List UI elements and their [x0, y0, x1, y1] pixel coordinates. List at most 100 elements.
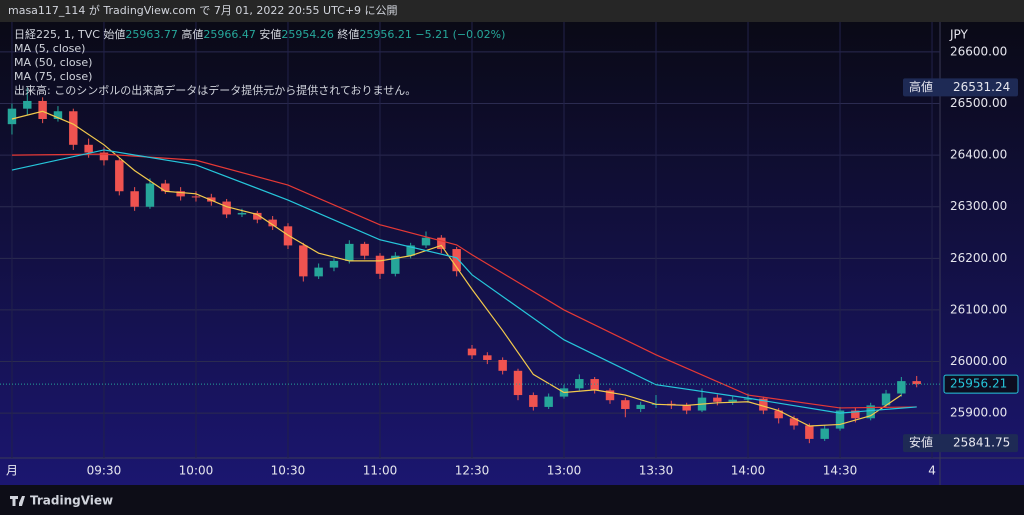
candle-body — [191, 196, 201, 198]
candle-body — [237, 212, 247, 215]
price-marker-label: 高値 — [909, 79, 933, 94]
x-tick-label: 10:00 — [179, 464, 214, 478]
candle-body — [529, 395, 538, 407]
candle-body — [360, 243, 369, 256]
candle-body — [820, 428, 829, 439]
candle-body — [483, 355, 492, 360]
candle-body — [99, 152, 109, 161]
price-marker-value: 26531.24 — [953, 80, 1010, 94]
candle-body — [299, 245, 308, 277]
candle-body — [897, 381, 906, 394]
ma-line — [11, 110, 902, 427]
candle-body — [866, 405, 875, 419]
candle-body — [759, 398, 768, 411]
ohlc-value: 25956.21 — [359, 28, 412, 41]
x-tick-label: 14:30 — [823, 464, 858, 478]
candle-body — [452, 249, 461, 272]
ohlc-label: 高値 — [181, 27, 203, 41]
candle-body — [268, 219, 277, 227]
last-price-badge — [943, 374, 1019, 394]
candle-body — [437, 237, 446, 250]
candle-body — [38, 100, 47, 120]
y-tick-label: 25900.00 — [950, 406, 1007, 420]
candle-body — [743, 398, 753, 400]
published-info: masa117_114 が TradingView.com で 7月 01, 2… — [8, 3, 398, 17]
x-tick-label: 12:30 — [455, 464, 490, 478]
y-tick-label: 26000.00 — [950, 354, 1007, 368]
volume-note: 出来高: このシンボルの出来高データはデータ提供元から提供されておりません。 — [14, 83, 416, 97]
candle-body — [590, 379, 599, 391]
brand: TradingView — [30, 494, 113, 508]
x-tick-label: 月 — [6, 464, 18, 478]
candle-body — [513, 370, 523, 396]
candle-body — [345, 243, 354, 261]
x-tick-label: 14:00 — [731, 464, 766, 478]
candle-body — [130, 191, 139, 207]
candle-body — [375, 255, 385, 274]
candle-body — [69, 111, 78, 145]
candle-body — [253, 212, 262, 220]
candle-body — [605, 390, 615, 401]
axes: 26600.00 26500.00 26400.00 26300.00 26200.00… — [6, 44, 1019, 478]
ohlc-label: 終値 — [337, 27, 359, 41]
last-price-label: 25956.21 — [950, 377, 1007, 391]
price-marker-badge — [903, 434, 1018, 453]
candle-body — [145, 183, 155, 207]
x-tick-label: 4 — [928, 464, 936, 478]
candle-body — [851, 410, 860, 419]
ohlc-value: 25963.77 — [125, 28, 178, 41]
candle-body — [23, 100, 32, 109]
candle-body — [621, 400, 630, 409]
candle-body — [682, 405, 691, 411]
symbol: 日経225, 1, TVC — [14, 28, 100, 41]
y-tick-label: 26100.00 — [950, 302, 1007, 316]
ohlc-value: 25954.26 — [281, 28, 334, 41]
candle-body — [161, 183, 170, 192]
currency: JPY — [949, 28, 969, 42]
plot — [0, 87, 940, 444]
legend-entry[interactable]: MA (50, close) — [14, 56, 92, 69]
candle-body — [207, 197, 216, 202]
candle-body — [636, 404, 645, 409]
ohlc-value: 25966.47 — [203, 28, 256, 41]
candle-body — [421, 237, 431, 246]
candle-body — [713, 397, 722, 402]
candle-body — [176, 191, 185, 197]
price-marker-badge — [903, 78, 1018, 97]
candle-body — [835, 410, 845, 429]
legend-header: 日経225, 1, TVC 始値25963.77 高値25966.47 安値25… — [14, 27, 505, 41]
candle-body — [329, 260, 339, 268]
candle-body — [391, 255, 400, 274]
price-marker-value: 25841.75 — [953, 436, 1010, 450]
candle-body — [881, 393, 891, 406]
candle-body — [406, 245, 415, 256]
candle-body — [222, 201, 231, 215]
candle-body — [467, 348, 477, 356]
candle-body — [774, 410, 783, 419]
candle-body — [84, 144, 93, 153]
y-tick-label: 26400.00 — [950, 148, 1007, 162]
price-marker-label: 安値 — [909, 435, 933, 450]
x-tick-label: 13:00 — [547, 464, 582, 478]
top-bar — [0, 0, 1024, 22]
x-tick-label: 13:30 — [639, 464, 674, 478]
y-tick-label: 26500.00 — [950, 96, 1007, 110]
y-tick-label: 26200.00 — [950, 251, 1007, 265]
change: −5.21 (−0.02%) — [415, 28, 505, 41]
candle-body — [7, 108, 17, 125]
ohlc-label: 安値 — [259, 27, 281, 41]
candle-body — [283, 226, 293, 246]
legend: 日経225, 1, TVC 始値25963.77 高値25966.47 安値25… — [14, 27, 505, 97]
ma-line — [11, 149, 917, 414]
candle-body — [498, 359, 507, 371]
x-tick-label: 11:00 — [363, 464, 398, 478]
legend-entry[interactable]: MA (75, close) — [14, 70, 92, 83]
legend-entry[interactable]: MA (5, close) — [14, 42, 85, 55]
ma-line — [11, 153, 917, 409]
ohlc-label: 始値 — [103, 27, 125, 41]
candle-body — [314, 267, 323, 277]
candle-body — [805, 425, 814, 439]
y-tick-label: 26300.00 — [950, 199, 1007, 213]
footer-logo: TradingView — [10, 494, 113, 508]
